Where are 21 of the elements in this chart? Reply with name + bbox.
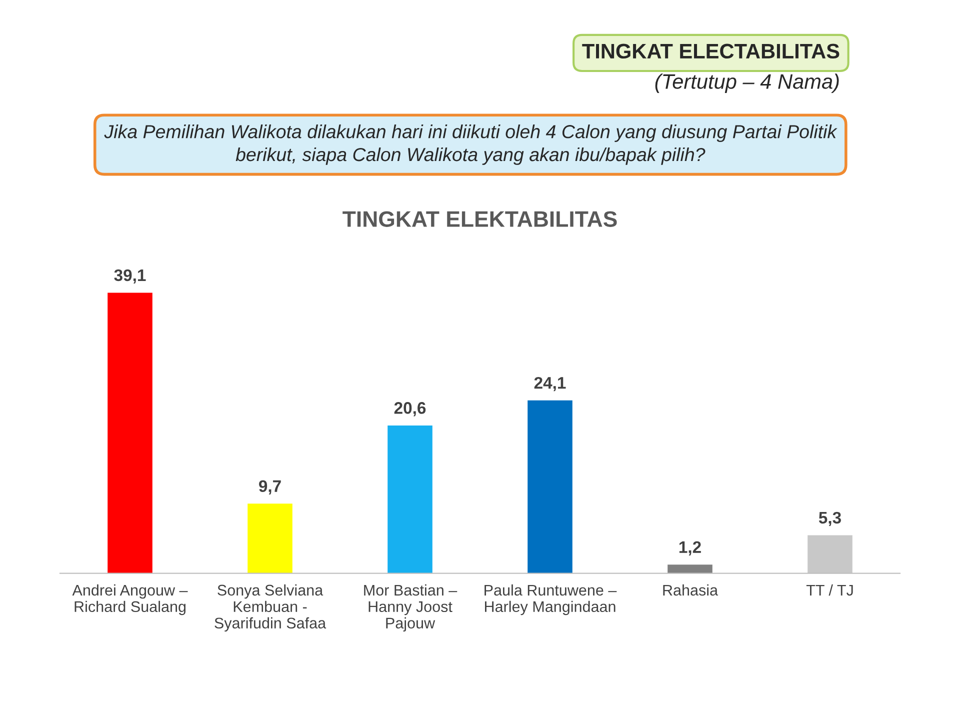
chart-title: TINGKAT ELECTABILITAS (582, 44, 840, 59)
bar (668, 564, 712, 574)
text: Jika Pemilihan Walikota dilakukan hari ini diikuti oleh 4 Calon yang diusung Partai Politik berikut, siapa Calon Walikota yang akan ibu/bapak pilih? (104, 124, 838, 165)
data-label: 5,3 (818, 512, 841, 526)
bar (388, 425, 432, 574)
x-tick-label: TT / TJ (806, 584, 853, 596)
data-label: 9,7 (258, 480, 281, 494)
x-tick-label: Mor Bastian – Hanny Joost Pajouw (364, 584, 458, 632)
bar (108, 292, 152, 574)
chart-subtitle: (Tertutup – 4 Nama) (655, 74, 839, 94)
data-label: 24,1 (534, 376, 566, 392)
x-tick-label: Andrei Angouw – Richard Sualang (72, 584, 188, 616)
data-label: 1,2 (679, 541, 701, 556)
data-label: 20,6 (394, 402, 426, 416)
bar (248, 504, 292, 574)
x-tick-label: Sonya Selviana Kembuan - Syarifudin Safaa (214, 584, 326, 632)
data-label: 39,1 (114, 269, 146, 284)
text: TINGKAT ELEKTABILITAS (342, 211, 617, 227)
x-tick-label: Paula Runtuwene – Harley Mangindaan (484, 584, 617, 616)
x-tick-label: Rahasia (663, 584, 718, 596)
bar (528, 400, 572, 574)
